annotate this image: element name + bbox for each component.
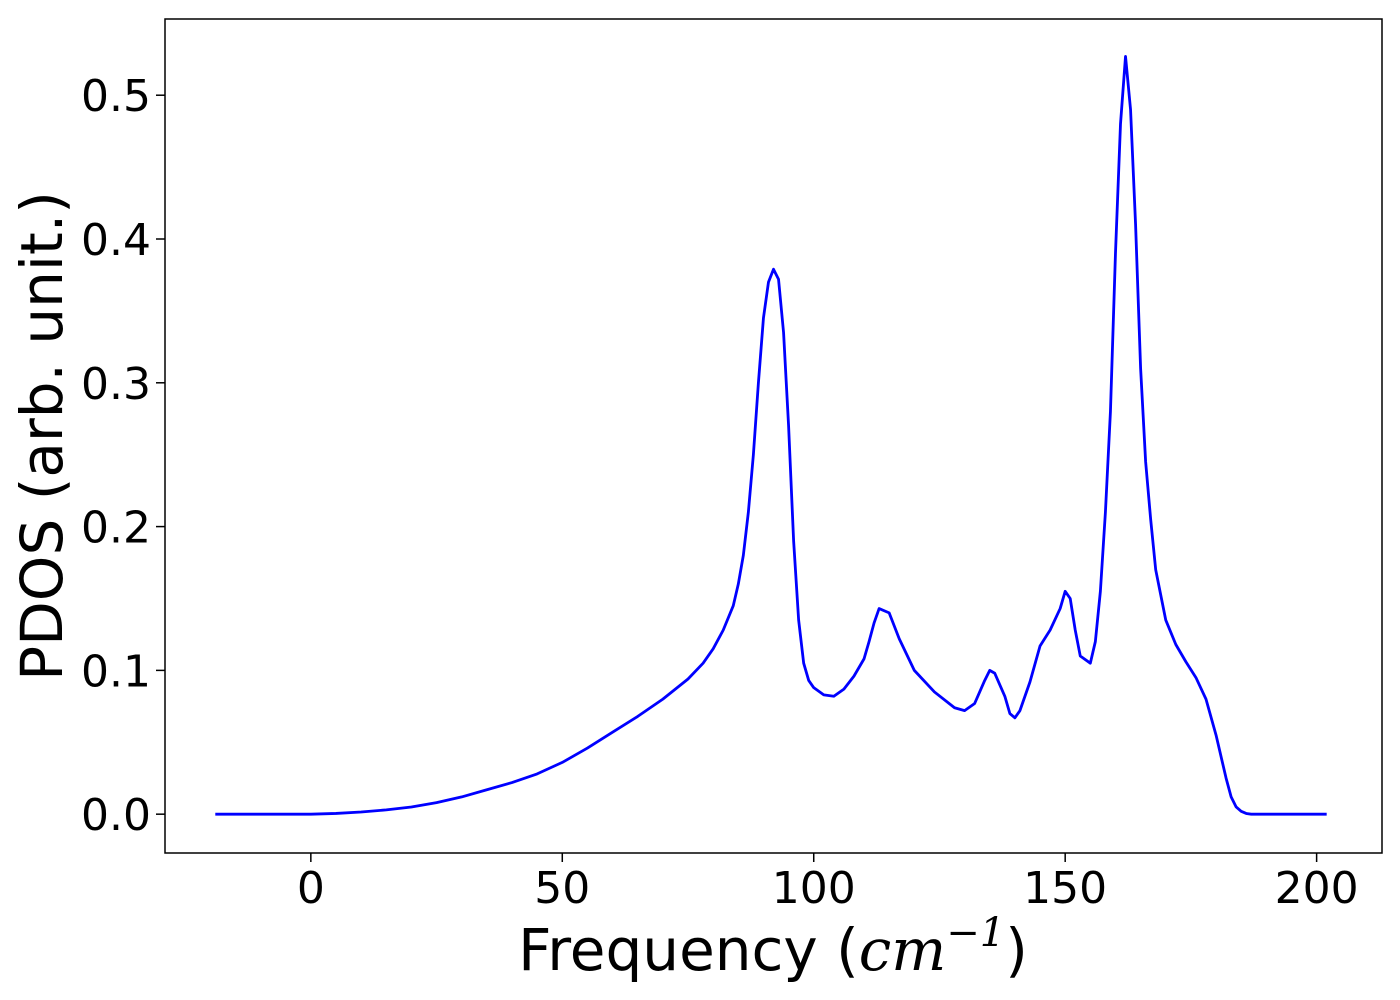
x-tick-label: 0 bbox=[297, 863, 325, 914]
y-axis-ticks: 0.0 0.1 0.2 0.3 0.4 0.5 bbox=[81, 71, 165, 841]
y-tick-label: 0.5 bbox=[81, 71, 151, 122]
x-axis-label-unit: cm bbox=[859, 916, 946, 984]
y-tick-label: 0.1 bbox=[81, 646, 151, 697]
x-tick-label: 150 bbox=[1023, 863, 1107, 914]
y-tick-label: 0.2 bbox=[81, 503, 151, 554]
x-axis-ticks: 0 50 100 150 200 bbox=[297, 853, 1359, 914]
x-axis-label-prefix: Frequency ( bbox=[518, 916, 859, 984]
pdos-series-line bbox=[215, 54, 1327, 816]
series-layer bbox=[215, 54, 1327, 816]
x-axis-label: Frequency (cm−1) bbox=[518, 910, 1028, 984]
y-axis-label: PDOS (arb. unit.) bbox=[8, 191, 76, 681]
y-tick-label: 0.3 bbox=[81, 359, 151, 410]
x-axis-label-suffix: ) bbox=[1005, 916, 1028, 984]
x-axis-label-exponent: −1 bbox=[946, 910, 1005, 956]
y-tick-label: 0.4 bbox=[81, 215, 151, 266]
x-tick-label: 50 bbox=[534, 863, 590, 914]
y-tick-label: 0.0 bbox=[81, 790, 151, 841]
x-tick-label: 100 bbox=[772, 863, 856, 914]
plot-area bbox=[164, 18, 1383, 854]
x-tick-label: 200 bbox=[1275, 863, 1359, 914]
